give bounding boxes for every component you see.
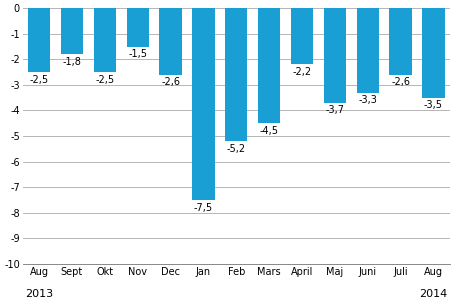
- Text: 2013: 2013: [25, 289, 53, 299]
- Text: -2,6: -2,6: [161, 77, 180, 87]
- Bar: [159, 8, 182, 75]
- Text: 2014: 2014: [419, 289, 448, 299]
- Bar: [127, 8, 149, 47]
- Bar: [61, 8, 83, 54]
- Text: -4,5: -4,5: [260, 126, 279, 136]
- Bar: [225, 8, 247, 141]
- Bar: [356, 8, 379, 93]
- Text: -3,7: -3,7: [326, 105, 344, 115]
- Bar: [28, 8, 50, 72]
- Text: -2,5: -2,5: [30, 75, 49, 85]
- Bar: [324, 8, 346, 103]
- Text: -2,6: -2,6: [391, 77, 410, 87]
- Text: -3,3: -3,3: [358, 95, 377, 105]
- Text: -5,2: -5,2: [227, 144, 246, 154]
- Bar: [422, 8, 444, 98]
- Text: -1,8: -1,8: [63, 57, 81, 67]
- Bar: [291, 8, 313, 64]
- Text: -3,5: -3,5: [424, 100, 443, 110]
- Bar: [258, 8, 280, 123]
- Bar: [390, 8, 412, 75]
- Text: -2,5: -2,5: [95, 75, 114, 85]
- Text: -2,2: -2,2: [292, 67, 311, 77]
- Bar: [192, 8, 215, 200]
- Text: -7,5: -7,5: [194, 203, 213, 213]
- Bar: [94, 8, 116, 72]
- Text: -1,5: -1,5: [128, 49, 147, 59]
